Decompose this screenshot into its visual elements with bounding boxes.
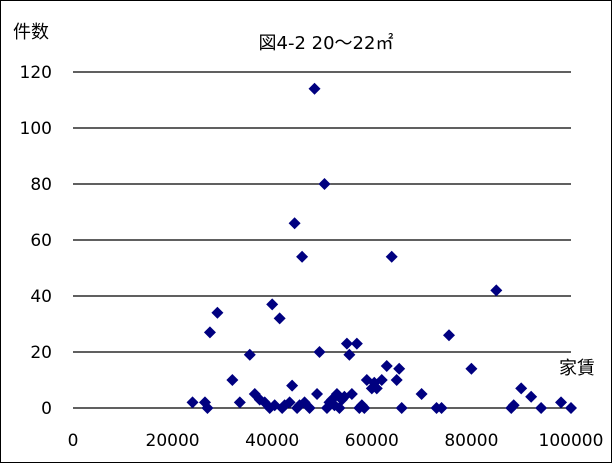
data-point xyxy=(435,402,448,414)
y-tick-label: 20 xyxy=(30,343,52,363)
y-tick-label: 80 xyxy=(30,175,52,195)
data-point xyxy=(286,379,299,392)
data-point xyxy=(296,250,309,263)
data-point xyxy=(266,298,279,311)
y-tick-label: 40 xyxy=(30,287,52,307)
data-point xyxy=(226,374,239,386)
data-point xyxy=(525,390,538,403)
data-point xyxy=(555,396,568,409)
data-point xyxy=(283,396,296,409)
data-point xyxy=(340,337,353,350)
data-point xyxy=(201,402,214,414)
data-point xyxy=(385,250,398,263)
data-points xyxy=(186,82,577,414)
x-tick-label: 0 xyxy=(68,431,79,451)
data-point xyxy=(390,374,403,386)
x-tick-labels: 0 20000 40000 60000 80000 100000 xyxy=(68,431,604,451)
y-tick-label: 120 xyxy=(20,63,52,83)
data-point xyxy=(318,178,331,190)
data-point xyxy=(311,388,324,400)
data-point xyxy=(393,362,406,375)
y-tick-label: 0 xyxy=(41,399,52,419)
data-point xyxy=(308,82,321,95)
data-point xyxy=(370,382,383,395)
data-point xyxy=(288,217,301,230)
y-tick-labels: 0 20 40 60 80 100 120 xyxy=(20,63,52,419)
data-point xyxy=(343,348,356,361)
data-point xyxy=(273,312,286,325)
x-axis-label: 家賃 xyxy=(559,358,595,379)
data-point xyxy=(211,306,224,319)
x-tick-label: 100000 xyxy=(539,431,604,451)
data-point xyxy=(186,396,199,409)
x-tick-label: 60000 xyxy=(345,431,399,451)
data-point xyxy=(313,346,326,358)
y-tick-label: 60 xyxy=(30,231,52,251)
data-point xyxy=(395,402,408,414)
data-point xyxy=(535,402,548,414)
x-tick-label: 20000 xyxy=(146,431,200,451)
chart-title: 図4-2 20～22㎡ xyxy=(259,32,394,54)
data-point xyxy=(442,329,455,342)
data-point xyxy=(303,402,316,414)
data-point xyxy=(203,326,216,339)
y-axis-label: 件数 xyxy=(13,22,49,43)
data-point xyxy=(243,348,256,361)
data-point xyxy=(415,388,428,400)
data-point xyxy=(490,284,503,297)
data-point xyxy=(465,362,478,375)
data-point xyxy=(350,337,363,350)
data-point xyxy=(375,374,388,386)
x-tick-label: 40000 xyxy=(245,431,299,451)
data-point xyxy=(233,396,246,409)
y-tick-label: 100 xyxy=(20,119,52,139)
data-point xyxy=(380,360,393,372)
gridlines xyxy=(73,71,571,409)
x-tick-label: 80000 xyxy=(444,431,498,451)
data-point xyxy=(507,399,520,412)
data-point xyxy=(565,402,577,414)
data-point xyxy=(515,382,528,395)
data-point xyxy=(345,388,358,400)
data-point xyxy=(358,402,371,414)
